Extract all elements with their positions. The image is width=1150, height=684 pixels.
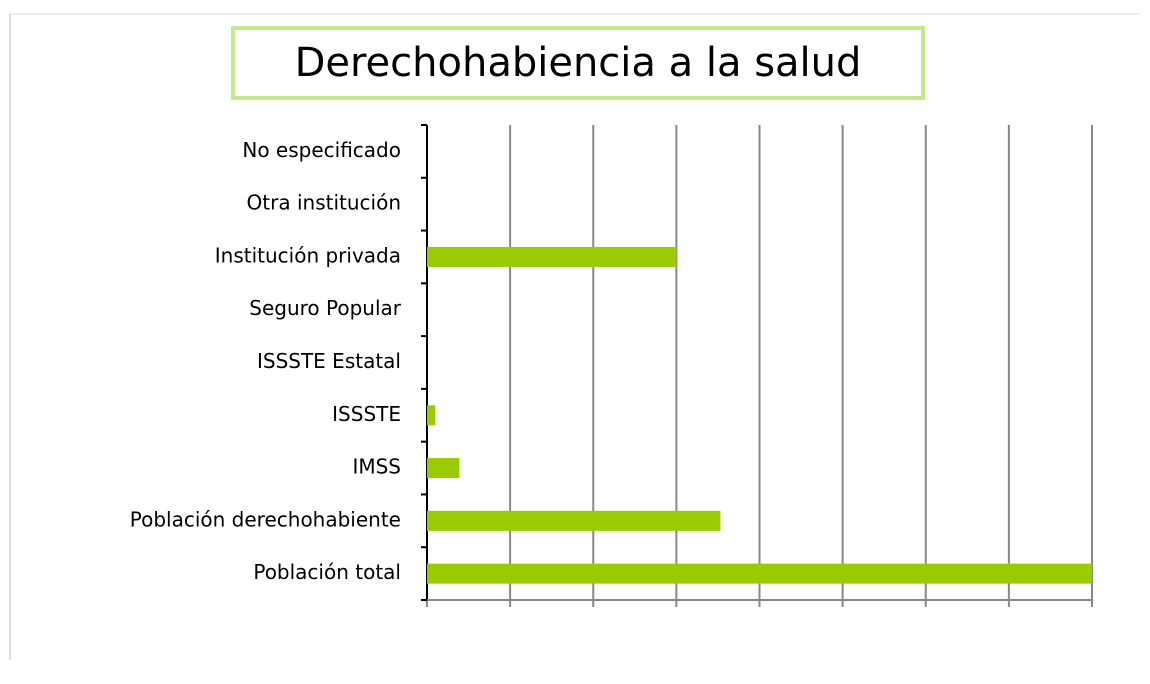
bar bbox=[427, 458, 460, 479]
y-tick-label: IMSS bbox=[352, 455, 401, 479]
y-tick-label: Población derechohabiente bbox=[130, 507, 401, 531]
chart-title: Derechohabiencia a la salud bbox=[295, 40, 862, 86]
y-tick-label: Institución privada bbox=[215, 243, 401, 267]
bar bbox=[427, 510, 721, 531]
y-tick-label: ISSSTE bbox=[332, 402, 401, 426]
y-tick-label: Seguro Popular bbox=[249, 296, 402, 320]
bar bbox=[427, 563, 1092, 584]
y-tick-label: Otra institución bbox=[247, 191, 401, 215]
y-tick-label: No especificado bbox=[242, 138, 401, 162]
y-tick-label: Población total bbox=[253, 560, 401, 584]
bar bbox=[427, 405, 436, 426]
y-tick-label: ISSSTE Estatal bbox=[257, 349, 401, 373]
title-box bbox=[231, 26, 925, 100]
bar bbox=[427, 246, 677, 267]
